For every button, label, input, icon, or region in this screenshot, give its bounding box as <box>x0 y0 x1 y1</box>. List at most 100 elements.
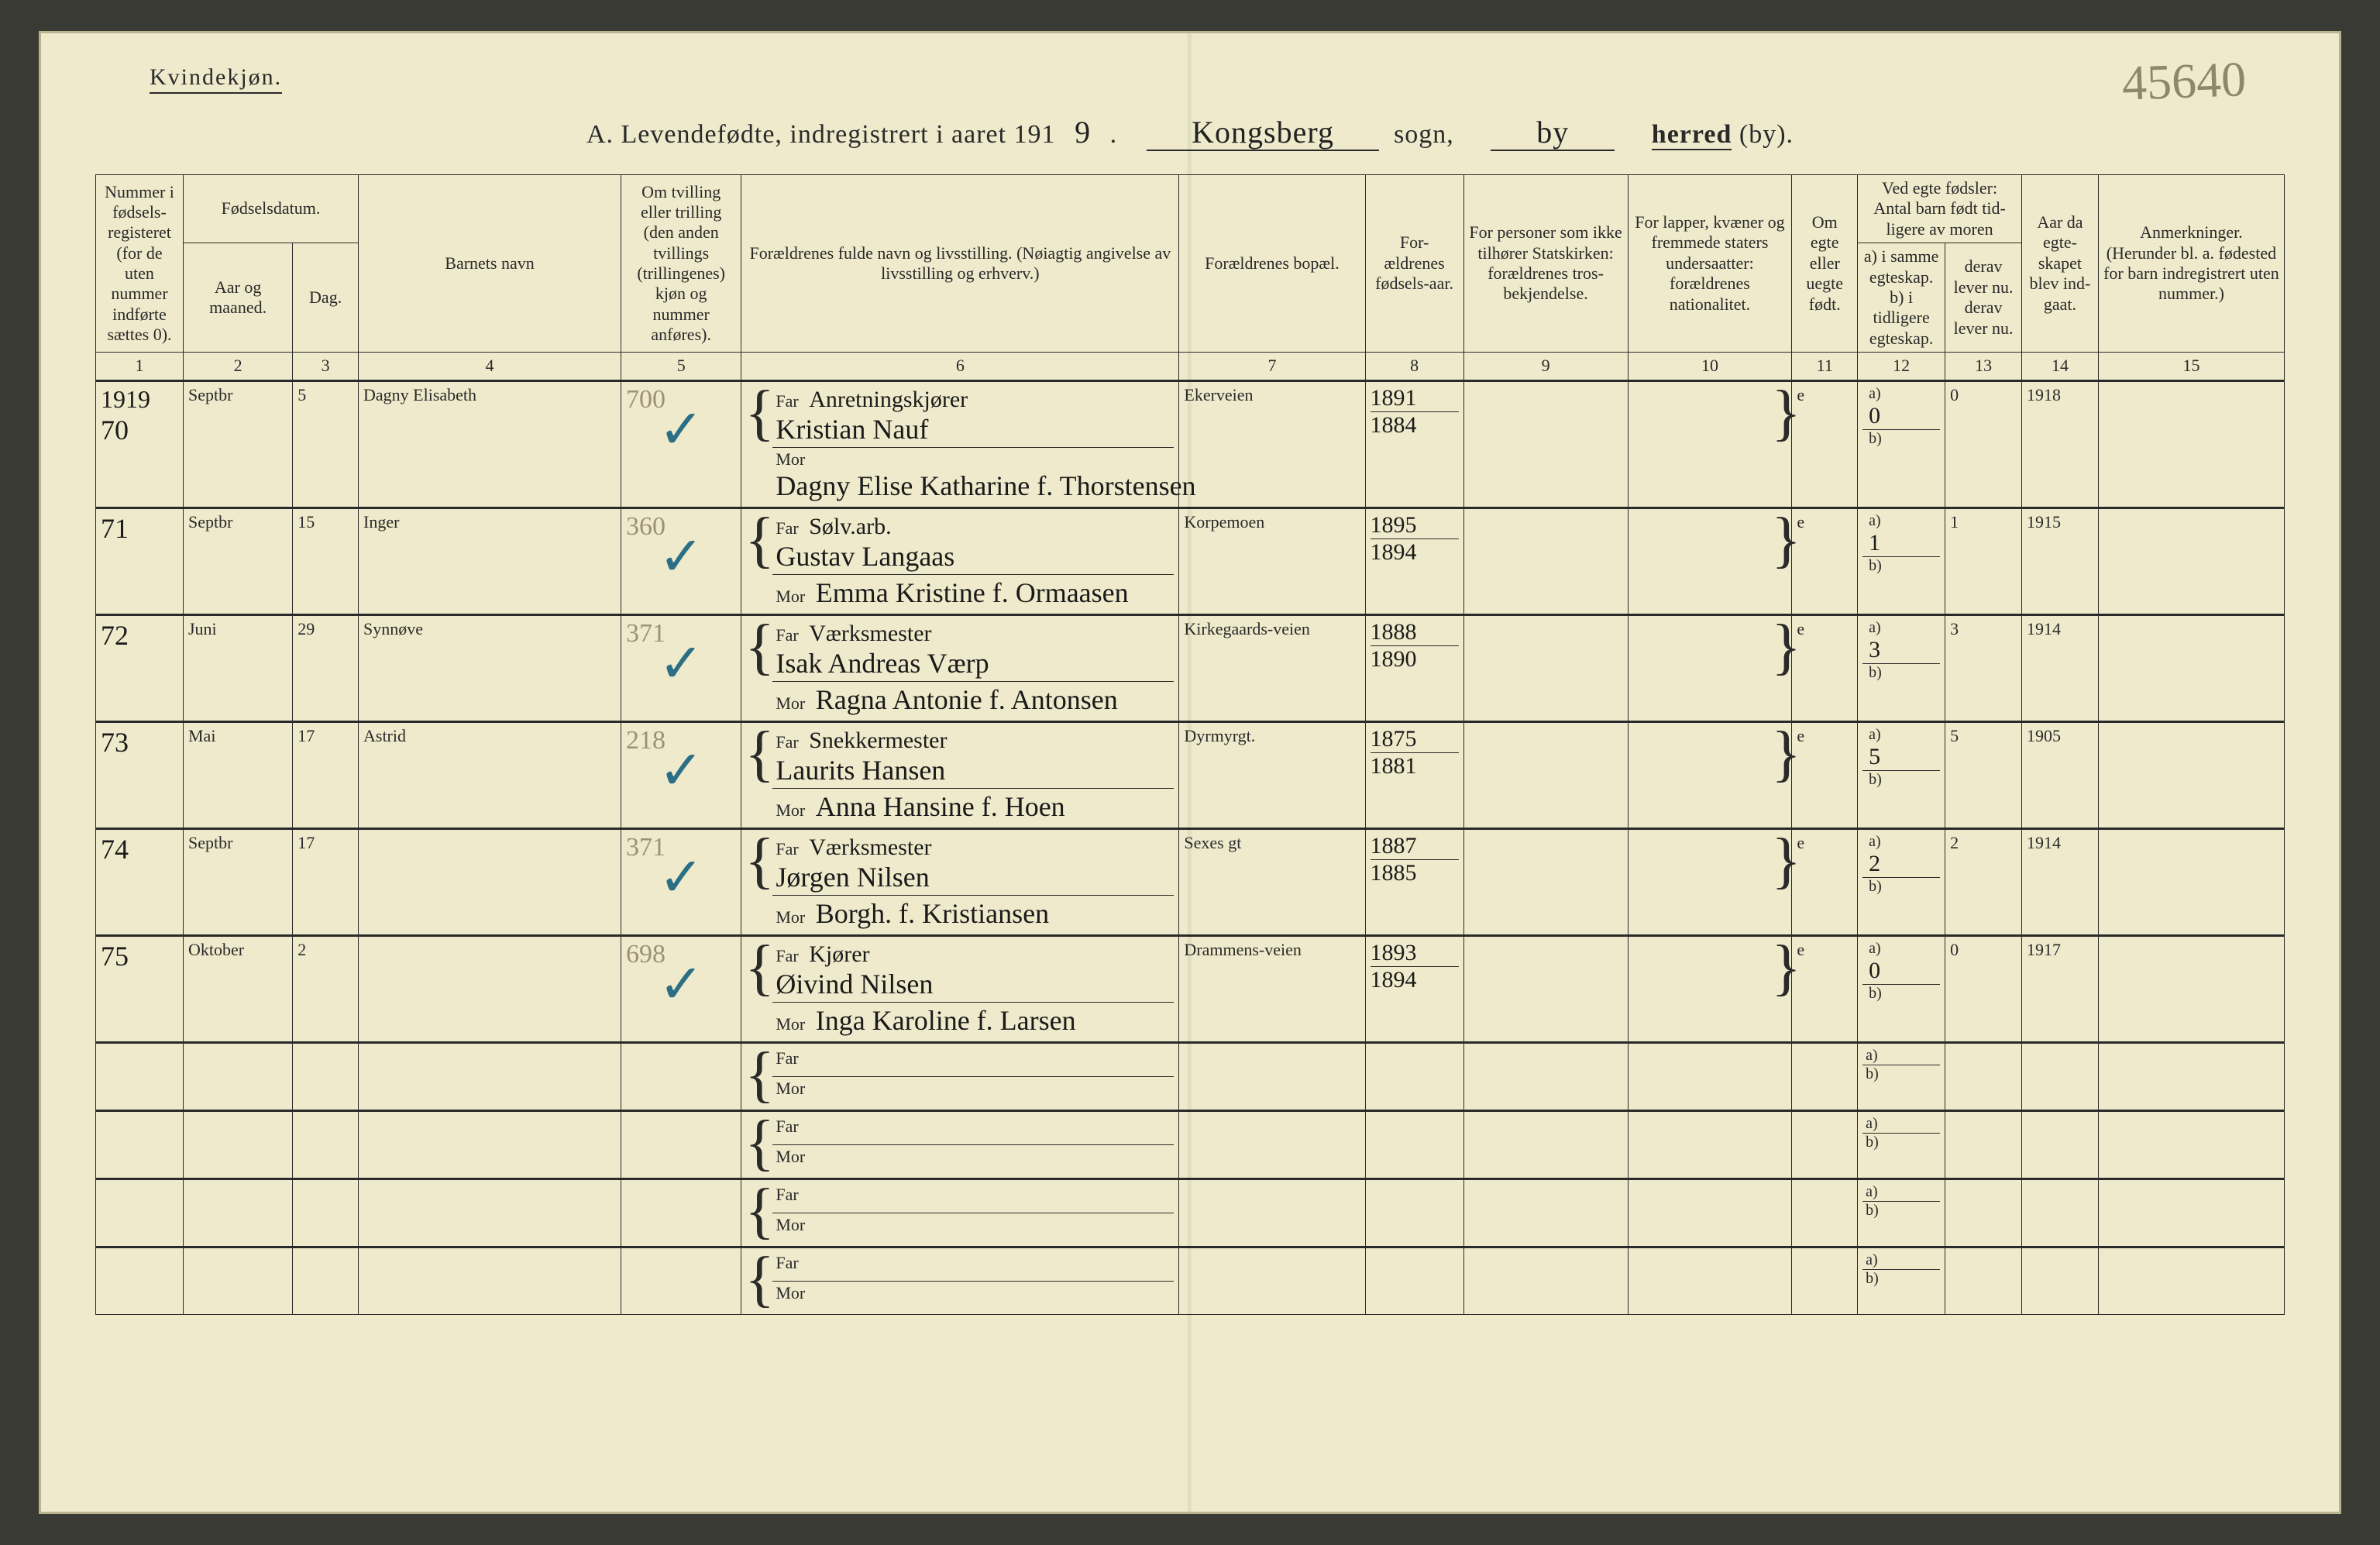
col-12-13-header: Ved egte fødsler: Antal barn født tid-li… <box>1858 175 2022 243</box>
prev-children: a) 3b) <box>1858 614 1945 721</box>
c14 <box>2022 1247 2099 1314</box>
c11 <box>1792 1042 1858 1110</box>
c11 <box>1792 1247 1858 1314</box>
parent-birth-years: 18751881 <box>1365 721 1463 828</box>
c2 <box>184 1179 293 1247</box>
child-name <box>359 935 621 1042</box>
col-1-header: Nummer i fødsels-registeret (for de uten… <box>96 175 184 353</box>
day: 5 <box>293 380 359 508</box>
day: 17 <box>293 721 359 828</box>
col-3-sub: Dag. <box>293 243 359 353</box>
col-6-header: Forældrenes fulde navn og livsstilling. … <box>741 175 1179 353</box>
c13 <box>1945 1179 2022 1247</box>
twin-col: 700✓ <box>621 380 741 508</box>
c11 <box>1792 1110 1858 1179</box>
by-label: (by). <box>1739 120 1794 149</box>
legitimacy: e <box>1792 614 1858 721</box>
remarks <box>2098 721 2284 828</box>
c1 <box>96 1042 184 1110</box>
c10 <box>1628 1247 1792 1314</box>
c5 <box>621 1179 741 1247</box>
col-number: 7 <box>1179 353 1365 380</box>
parents: {Far SnekkermesterLaurits HansenMor Anna… <box>741 721 1179 828</box>
day: 2 <box>293 935 359 1042</box>
pencil-folio-number: 45640 <box>2121 50 2247 112</box>
marriage-year: 1917 <box>2022 935 2099 1042</box>
col-number: 9 <box>1463 353 1628 380</box>
remarks <box>2098 614 2284 721</box>
col-number: 13 <box>1945 353 2022 380</box>
c6: {FarMor <box>741 1247 1179 1314</box>
child-name: Astrid <box>359 721 621 828</box>
child-name: Synnøve <box>359 614 621 721</box>
confession <box>1463 508 1628 614</box>
parents: {Far VærksmesterIsak Andreas VærpMor Rag… <box>741 614 1179 721</box>
col-2-3-header: Fødselsdatum. <box>184 175 359 243</box>
c7 <box>1179 1247 1365 1314</box>
legitimacy: e <box>1792 721 1858 828</box>
remarks <box>2098 508 2284 614</box>
c8 <box>1365 1179 1463 1247</box>
nationality: } <box>1628 935 1792 1042</box>
col-4-header: Barnets navn <box>359 175 621 353</box>
c1 <box>96 1179 184 1247</box>
month: Septbr <box>184 380 293 508</box>
living-now: 0 <box>1945 380 2022 508</box>
c6: {FarMor <box>741 1179 1179 1247</box>
c1 <box>96 1110 184 1179</box>
c5 <box>621 1247 741 1314</box>
day: 29 <box>293 614 359 721</box>
c11 <box>1792 1179 1858 1247</box>
register-number: 71 <box>96 508 184 614</box>
legitimacy: e <box>1792 508 1858 614</box>
residence: Drammens-veien <box>1179 935 1365 1042</box>
confession <box>1463 721 1628 828</box>
col-number: 12 <box>1858 353 1945 380</box>
prev-children: a) 1b) <box>1858 508 1945 614</box>
prev-children: a) 0b) <box>1858 380 1945 508</box>
col-9-header: For personer som ikke tilhører Statskirk… <box>1463 175 1628 353</box>
living-now: 3 <box>1945 614 2022 721</box>
marriage-year: 1914 <box>2022 614 2099 721</box>
col-number: 14 <box>2022 353 2099 380</box>
month: Oktober <box>184 935 293 1042</box>
twin-col: 360✓ <box>621 508 741 614</box>
c7 <box>1179 1179 1365 1247</box>
c12: a)b) <box>1858 1042 1945 1110</box>
nationality: } <box>1628 380 1792 508</box>
col-11-header: Om egte eller uegte født. <box>1792 175 1858 353</box>
nationality: } <box>1628 508 1792 614</box>
confession <box>1463 828 1628 935</box>
c15 <box>2098 1247 2284 1314</box>
parent-birth-years: 18911884 <box>1365 380 1463 508</box>
gender-heading: Kvindekjøn. <box>150 64 282 94</box>
c9 <box>1463 1247 1628 1314</box>
parents: {Far KjørerØivind NilsenMor Inga Karolin… <box>741 935 1179 1042</box>
prev-children: a) 0b) <box>1858 935 1945 1042</box>
c5 <box>621 1110 741 1179</box>
sogn-label: sogn, <box>1394 120 1454 149</box>
c13 <box>1945 1042 2022 1110</box>
marriage-year: 1914 <box>2022 828 2099 935</box>
living-now: 1 <box>1945 508 2022 614</box>
title-year-suffix: 9 <box>1056 119 1110 150</box>
parents: {Far AnretningskjørerKristian NaufMor Da… <box>741 380 1179 508</box>
marriage-year: 1905 <box>2022 721 2099 828</box>
prev-children: a) 5b) <box>1858 721 1945 828</box>
c12: a)b) <box>1858 1110 1945 1179</box>
col-8-header: For-ældrenes fødsels-aar. <box>1365 175 1463 353</box>
c8 <box>1365 1110 1463 1179</box>
legitimacy: e <box>1792 380 1858 508</box>
c13 <box>1945 1110 2022 1179</box>
col-7-header: Forældrenes bopæl. <box>1179 175 1365 353</box>
remarks <box>2098 380 2284 508</box>
col-5-header: Om tvilling eller trilling (den anden tv… <box>621 175 741 353</box>
parent-birth-years: 18931894 <box>1365 935 1463 1042</box>
c9 <box>1463 1110 1628 1179</box>
col-number: 5 <box>621 353 741 380</box>
col-number: 10 <box>1628 353 1792 380</box>
month: Septbr <box>184 828 293 935</box>
c12: a)b) <box>1858 1247 1945 1314</box>
nationality: } <box>1628 614 1792 721</box>
col-number: 11 <box>1792 353 1858 380</box>
